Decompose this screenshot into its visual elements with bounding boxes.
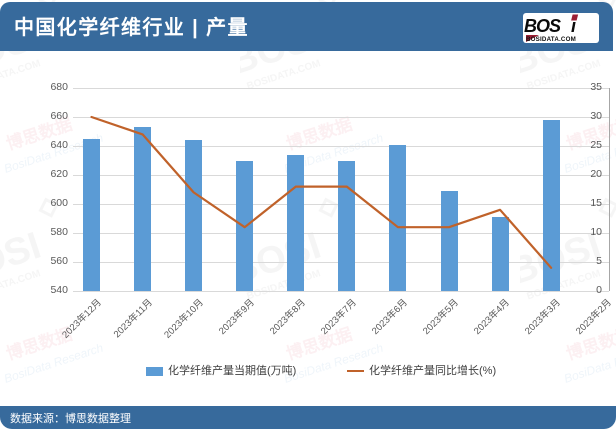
svg-text:BOS: BOS	[524, 16, 561, 36]
svg-text:BOSIDATA.COM: BOSIDATA.COM	[526, 36, 576, 43]
